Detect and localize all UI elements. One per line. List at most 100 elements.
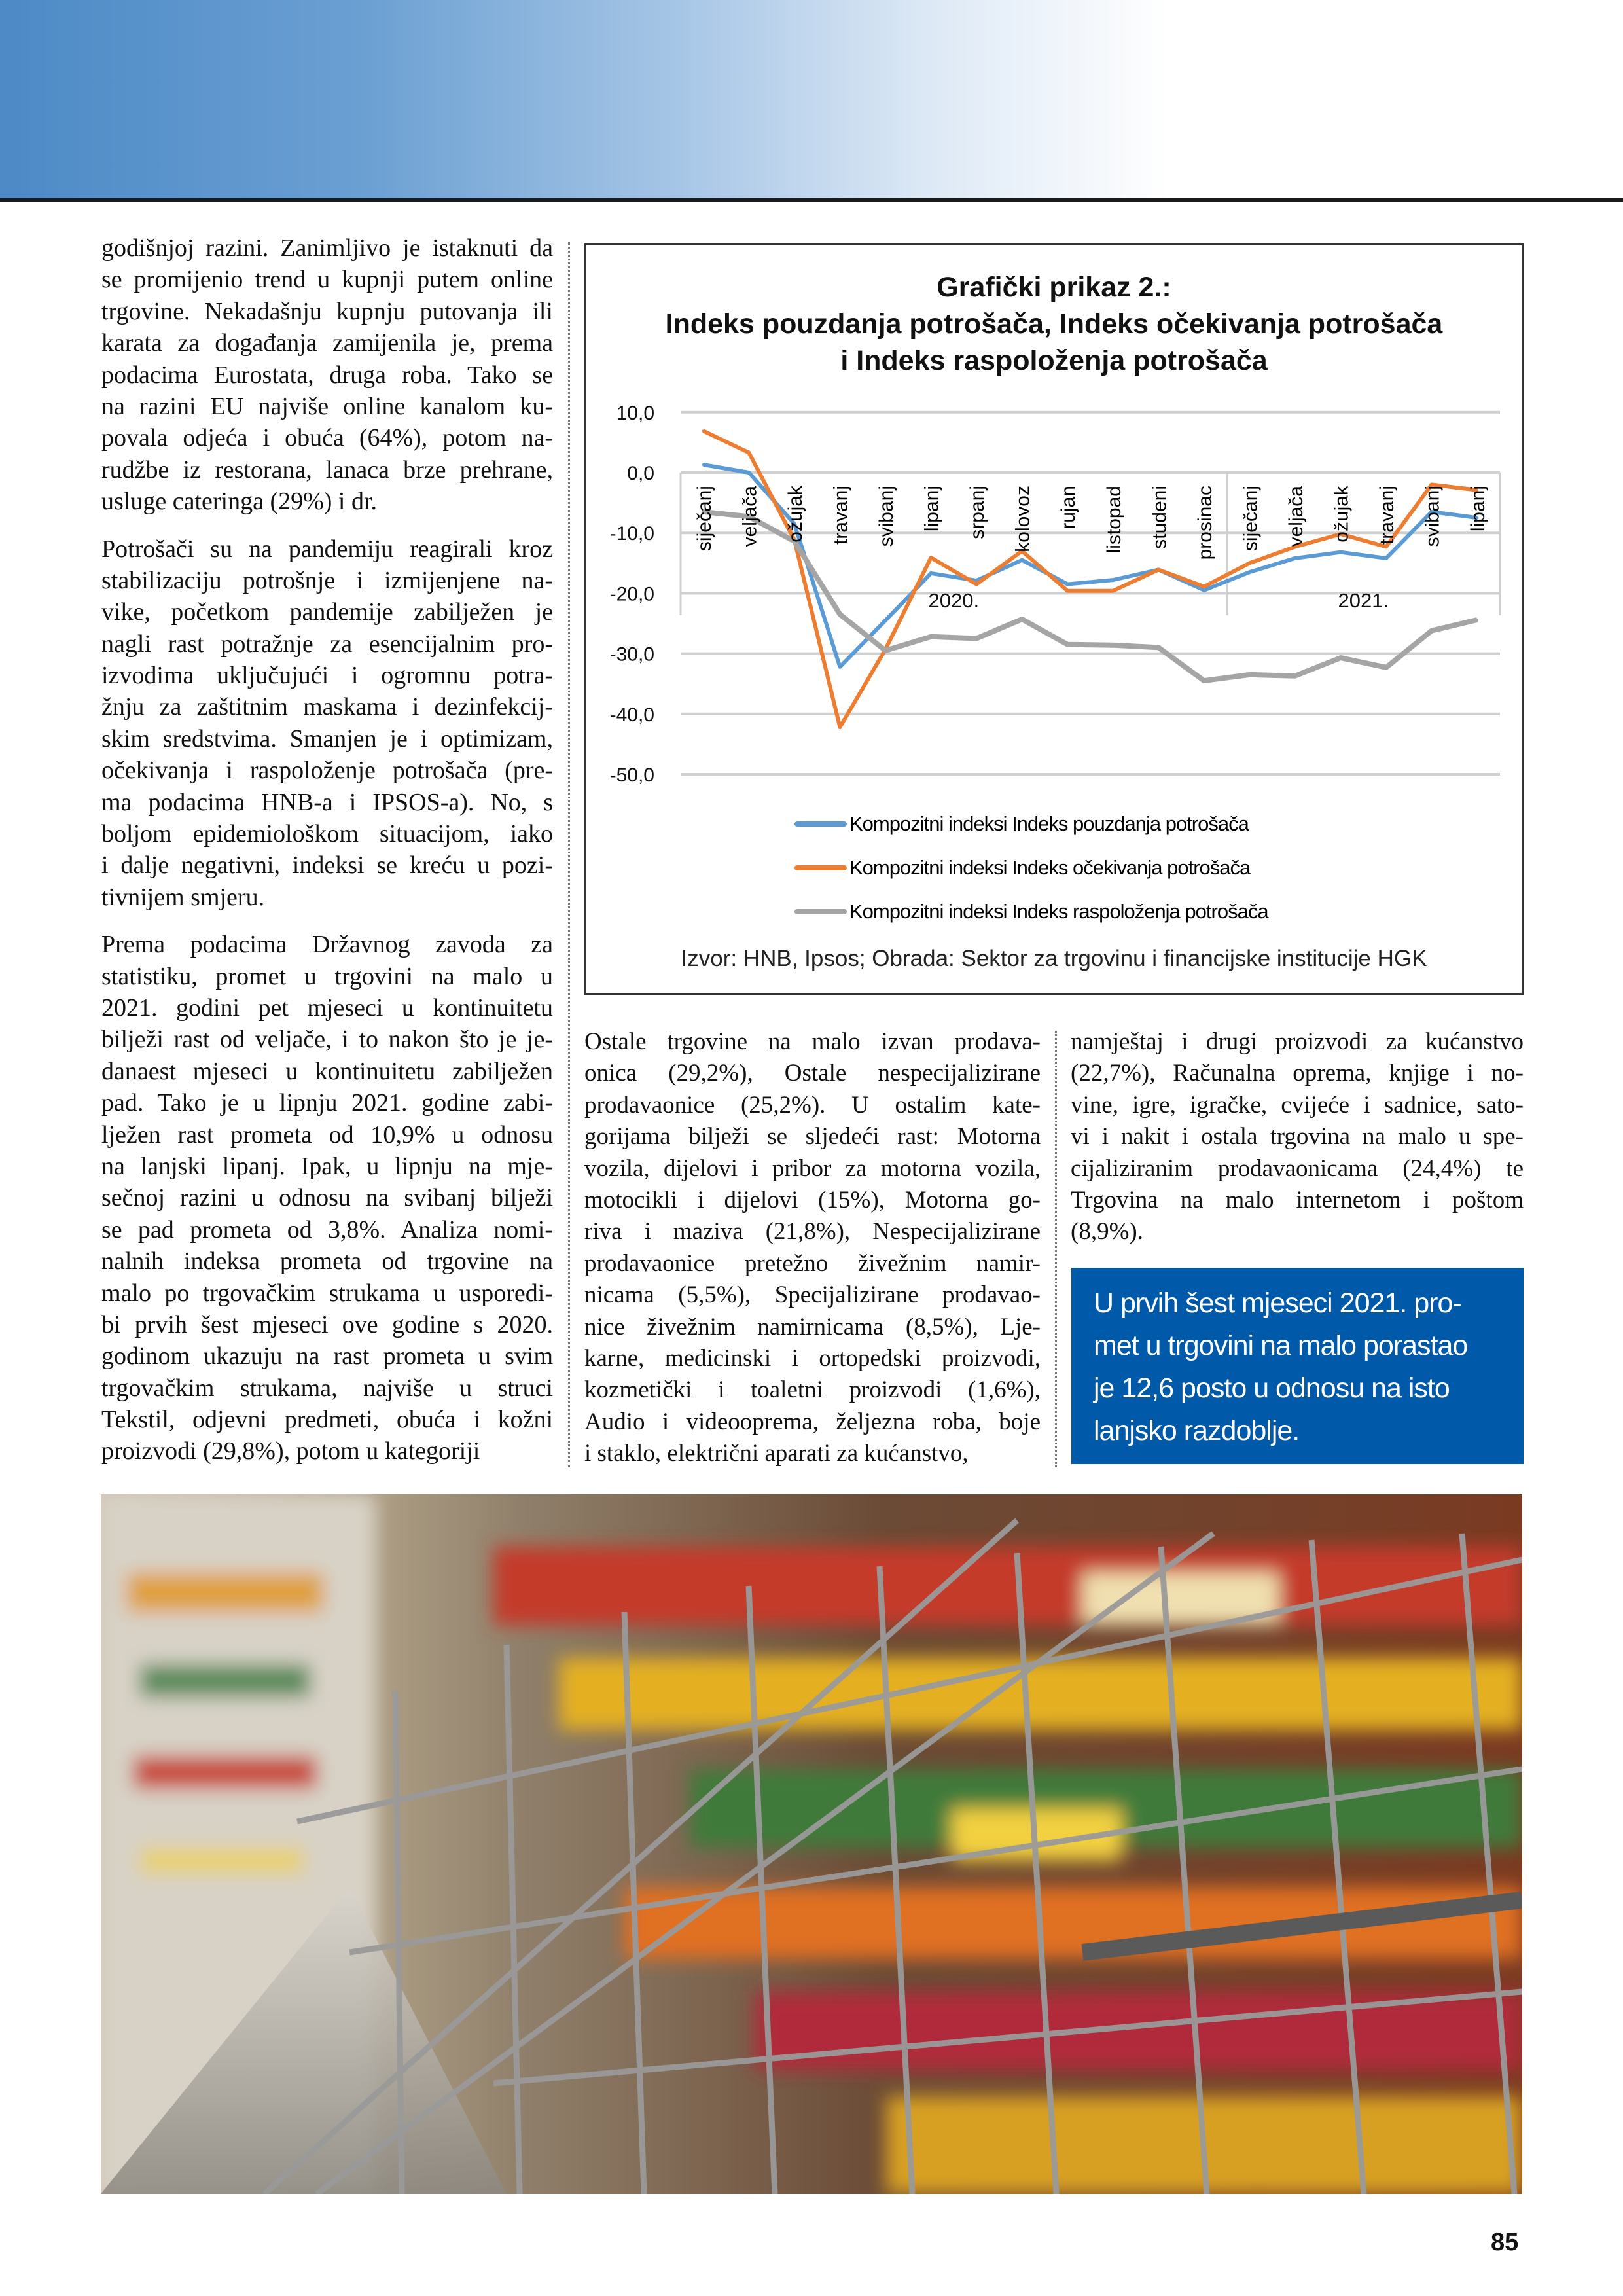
category-label: svibanj — [876, 486, 897, 547]
data-point — [929, 556, 933, 560]
text-line: prodavaonice (25,2%). U ostalim kate- — [584, 1091, 1041, 1119]
text-line: lježen rast prometa od 10,9% u odnosu — [101, 1121, 553, 1149]
data-point — [884, 649, 887, 652]
text-line: nalnih indeksa prometa od trgovine na — [101, 1247, 553, 1276]
y-tick-label: -10,0 — [610, 523, 654, 545]
paragraph: namještaj i drugi proizvodi za kućanstvo… — [1071, 1026, 1524, 1248]
text-line: podacima Eurostata, druga roba. Tako se — [101, 361, 553, 389]
text-line: onica (29,2%), Ostale nespecijalizirane — [584, 1060, 1041, 1087]
y-tick-label: 0,0 — [627, 463, 654, 484]
text-line: sečnoj razini u odnosu na svibanj biljež… — [101, 1184, 553, 1212]
data-point — [838, 726, 842, 729]
category-label: lipanj — [921, 486, 943, 531]
text-line: vi i nakit i ostala trgovina na malo u s… — [1071, 1123, 1524, 1151]
data-point — [1066, 643, 1069, 646]
callout-box: U prvih šest mjeseci 2021. pro- met u tr… — [1071, 1268, 1524, 1464]
data-point — [1430, 629, 1433, 632]
legend-swatch-orange — [794, 865, 847, 870]
legend-label: Kompozitni indeksi Indeks očekivanja pot… — [849, 856, 1251, 879]
text-line: bi prvih šest mjeseci ove godine s 2020. — [101, 1310, 553, 1338]
text-line: karata za događanja zamijenila je, prema — [101, 329, 553, 357]
series-line-raspolozenje — [703, 509, 1478, 684]
text-line: nagli rast potražnje za esencijalnim pro… — [101, 630, 553, 658]
data-point — [1476, 618, 1479, 621]
data-point — [1476, 516, 1479, 520]
text-line: motocikli i dijelovi (15%), Motorna go- — [584, 1186, 1041, 1213]
chart-title-line-3: i Indeks raspoloženja potrošača — [840, 345, 1268, 376]
category-label: ožujak — [1331, 485, 1353, 543]
text-line: godišnjoj razini. Zanimljivo je istaknut… — [101, 234, 553, 262]
category-label: veljača — [739, 486, 760, 547]
text-line: gorijama bilježi se sljedeći rast: Motor… — [584, 1123, 1041, 1151]
text-line: rudžbe iz restorana, lanaca brze prehran… — [101, 456, 553, 484]
y-tick-label: -50,0 — [610, 764, 654, 786]
text-line: godinom ukazuju na rast prometa u svim — [101, 1342, 553, 1371]
data-point — [1066, 589, 1069, 592]
category-label: rujan — [1058, 486, 1079, 529]
series-line-ocekivanje — [702, 429, 1478, 730]
text-line: žnju za zaštitnim maskama i dezinfekcij- — [101, 693, 553, 721]
legend-item-pouzdanje: Kompozitni indeksi Indeks pouzdanja potr… — [794, 811, 1249, 837]
text-line: proizvodi (29,8%), potom u kategoriji — [101, 1437, 480, 1465]
data-point — [1020, 558, 1024, 562]
text-line: Tekstil, odjevni predmeti, obuća i kožni — [101, 1406, 553, 1434]
data-point — [1202, 588, 1205, 592]
text-line: tivnijem smjeru. — [101, 883, 265, 911]
text-line: trgovine. Nekadašnju kupnju putovanja il… — [101, 297, 553, 325]
data-point — [1248, 562, 1251, 565]
line-chart: 10,0 0,0 -10,0 -20,0 -30,0 -40,0 -50,0 2020. 202… — [610, 403, 1501, 786]
category-label: svibanj — [1422, 486, 1444, 547]
data-point — [838, 665, 842, 668]
text-line: trgovačkim strukama, najviše u struci — [101, 1374, 553, 1402]
paragraph: Prema podacima Državnog zavoda za statist… — [101, 929, 553, 1467]
text-line: vike, početkom pandemije zabilježen je — [101, 598, 553, 626]
data-point — [1430, 510, 1433, 513]
data-point — [1339, 656, 1342, 660]
legend-swatch-gray — [794, 909, 847, 914]
data-point — [975, 579, 978, 583]
y-tick-label: 10,0 — [616, 403, 654, 424]
category-label: lipanj — [1467, 486, 1489, 531]
header-gradient-band — [0, 0, 1623, 198]
text-line: Trgovina na malo internetom i poštom — [1071, 1186, 1524, 1213]
category-label: veljača — [1285, 486, 1307, 547]
text-line: karne, medicinski i ortopedski proizvodi… — [584, 1344, 1041, 1372]
middle-text-column: Ostale trgovine na malo izvan prodava-on… — [584, 1026, 1041, 1485]
text-line: i dalje negativni, indeksi se kreću u po… — [101, 852, 553, 880]
legend-swatch-blue — [794, 821, 847, 827]
data-point — [1385, 666, 1388, 669]
text-line: i staklo, električni aparati za kućanstv… — [584, 1440, 969, 1467]
text-line: kozmetički i toaletni proizvodi (1,6%), — [584, 1376, 1041, 1404]
text-line: namještaj i drugi proizvodi za kućanstvo — [1071, 1028, 1524, 1055]
chart-source: Izvor: HNB, Ipsos; Obrada: Sektor za trg… — [681, 946, 1427, 971]
data-point — [929, 571, 933, 575]
data-point — [884, 619, 887, 622]
text-line: nicama (5,5%), Specijalizirane prodavao- — [584, 1282, 1041, 1309]
data-point — [1294, 556, 1296, 560]
data-point — [1202, 585, 1205, 588]
text-line: Ostale trgovine na malo izvan prodava- — [584, 1028, 1041, 1055]
text-line: na lanjski lipanj. Ipak, u lipnju na mje… — [101, 1152, 553, 1180]
text-line: skim sredstvima. Smanjen je i optimizam, — [101, 725, 553, 753]
callout-line: lanjsko razdoblje. — [1094, 1415, 1300, 1446]
data-point — [702, 510, 705, 513]
category-label: travanj — [1376, 486, 1398, 545]
text-line: izvodima uključujući i ogromnu potra- — [101, 662, 553, 690]
column-divider — [1055, 1031, 1057, 1467]
y-tick-label: -20,0 — [610, 583, 654, 605]
data-point — [1111, 643, 1115, 647]
text-line: se pad prometa od 3,8%. Analiza nomi- — [101, 1215, 553, 1244]
data-point — [1385, 545, 1388, 548]
data-point — [1111, 579, 1115, 582]
data-point — [1202, 679, 1205, 683]
legend-label: Kompozitni indeksi Indeks raspoloženja p… — [849, 900, 1269, 923]
text-line: na razini EU najviše online kanalom ku- — [101, 392, 553, 420]
data-point — [1294, 545, 1296, 548]
chart-title-line-1: Grafički prikaz 2.: — [936, 272, 1171, 303]
text-line: riva i maziva (21,8%), Nespecijalizirane — [584, 1218, 1041, 1246]
legend-item-ocekivanje: Kompozitni indeksi Indeks očekivanja pot… — [794, 855, 1251, 881]
data-point — [1020, 618, 1024, 621]
category-label: listopad — [1103, 486, 1125, 553]
text-line: boljom epidemiološkom situacijom, iako — [101, 820, 553, 848]
